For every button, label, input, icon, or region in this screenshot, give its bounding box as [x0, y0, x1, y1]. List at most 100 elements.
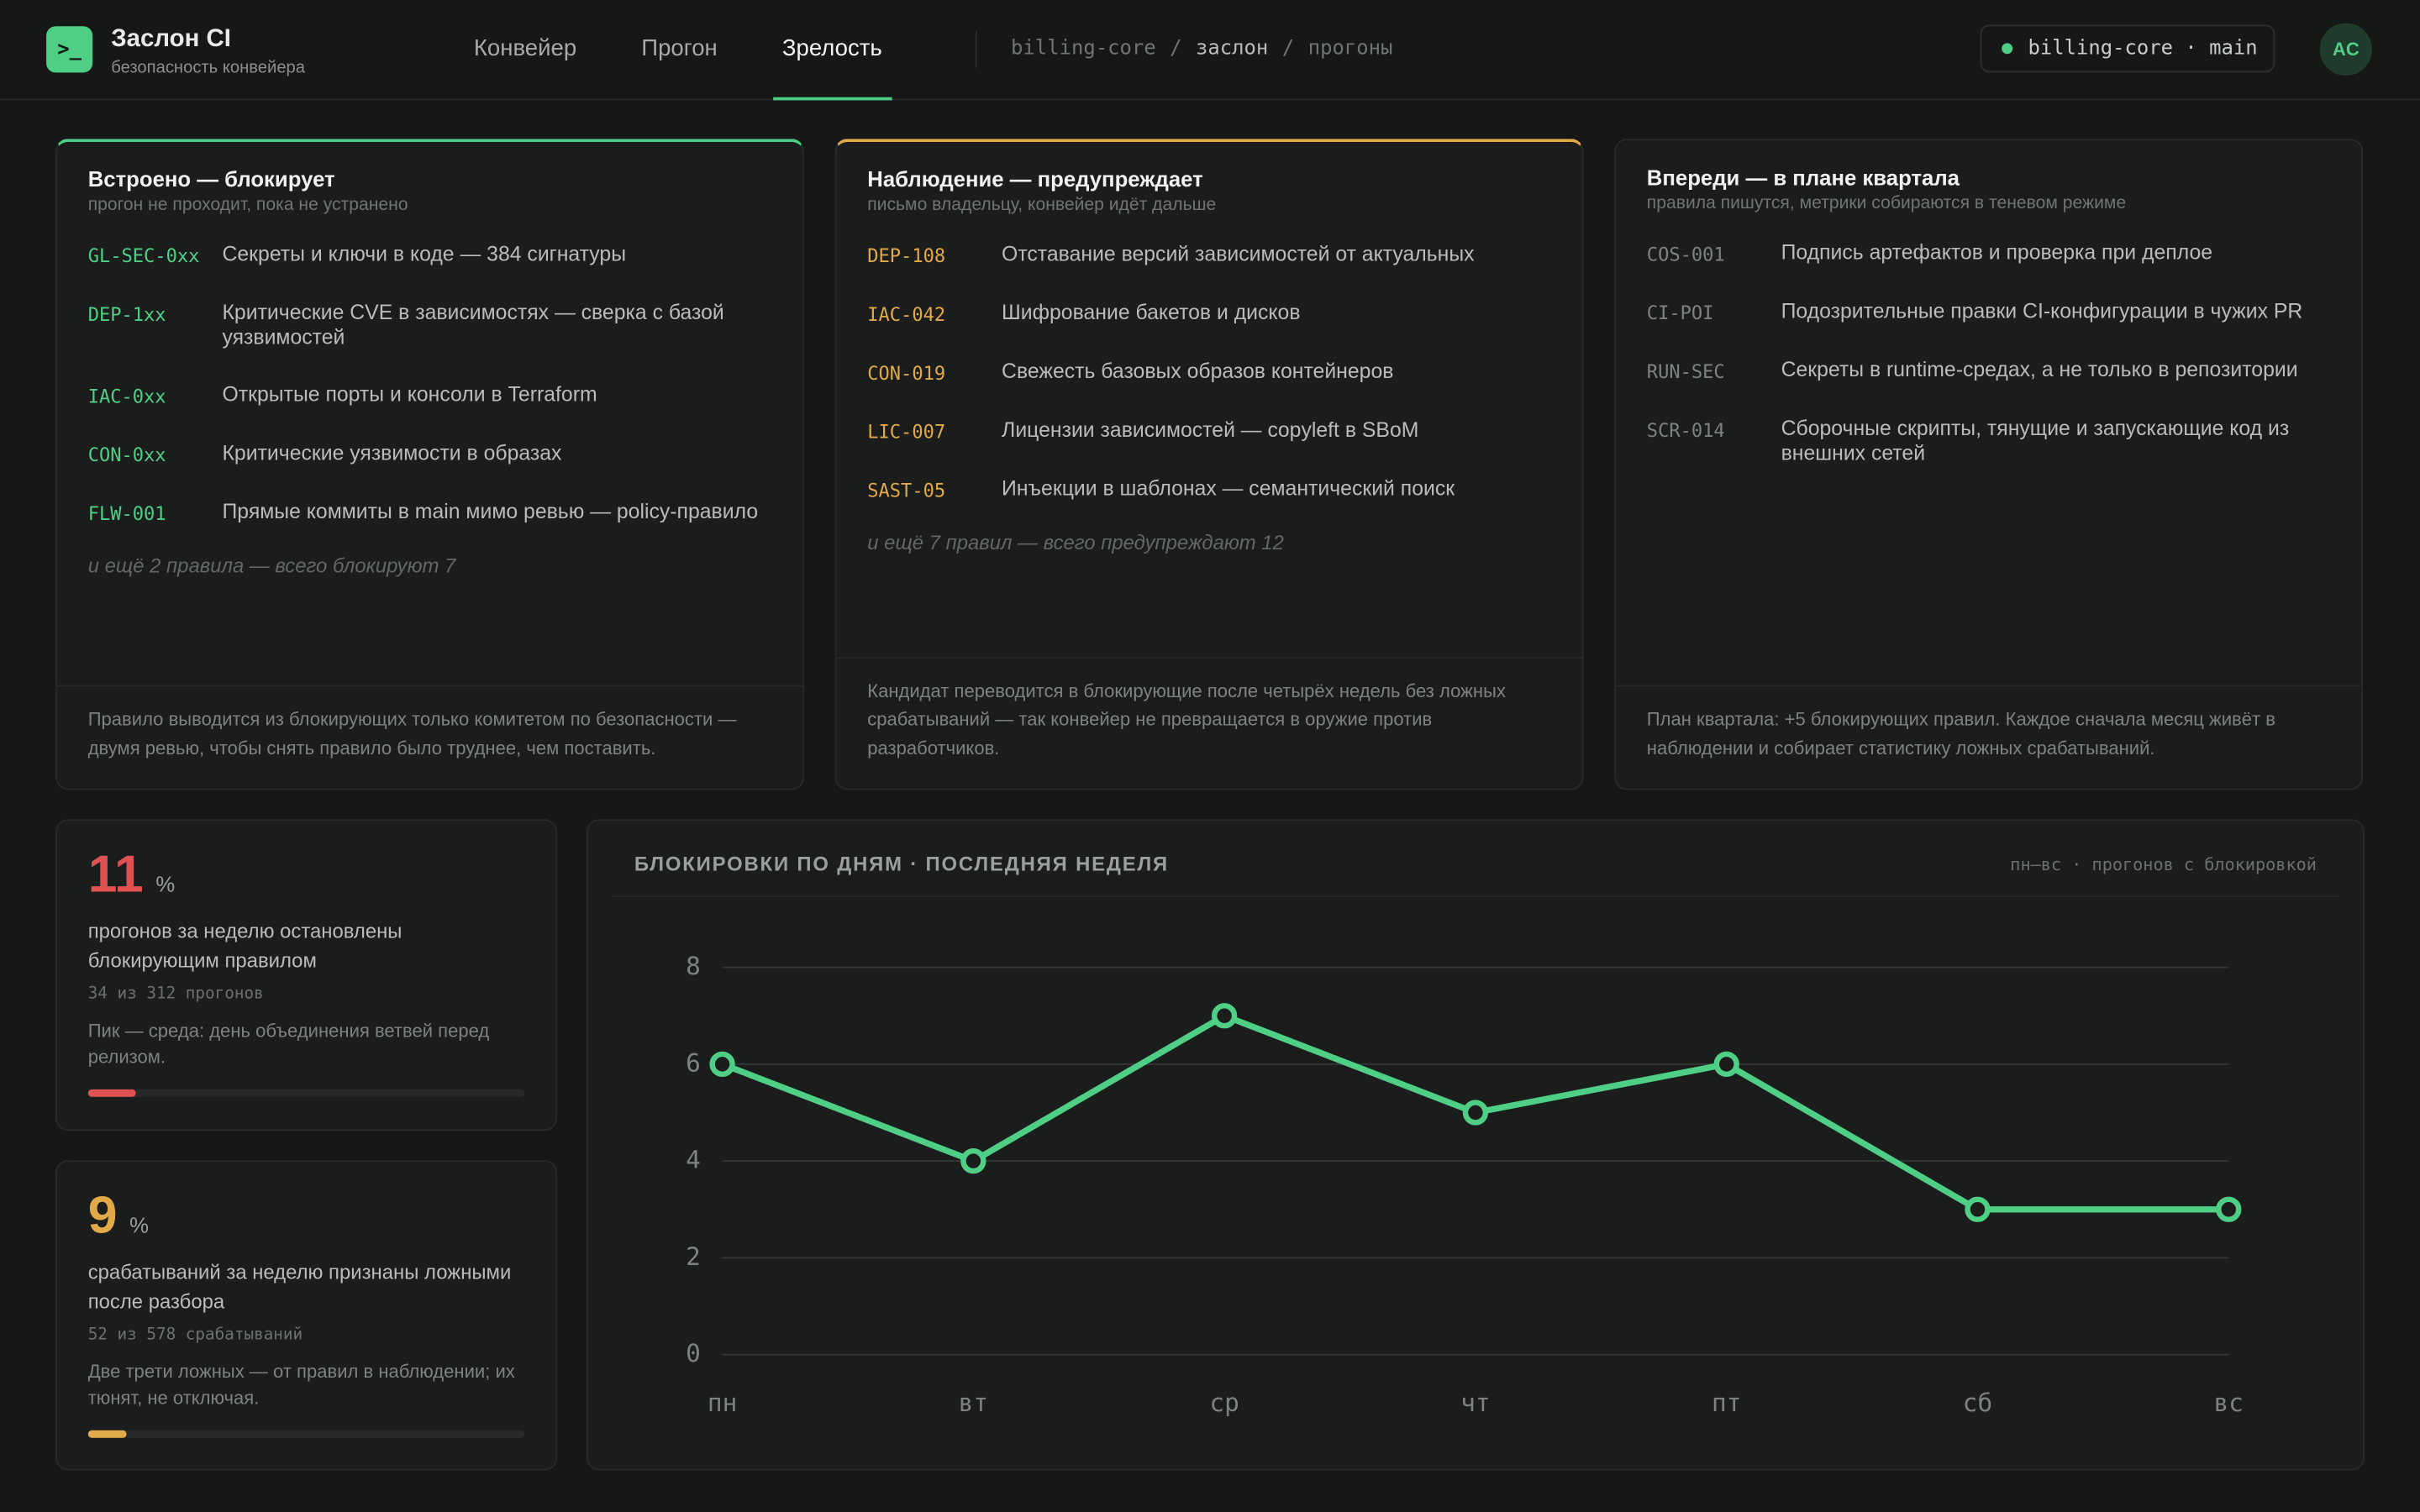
- rule-list: GL-SEC-0xx Секреты и ключи в коде — 384 с…: [88, 242, 772, 559]
- y-tick-label: 8: [686, 952, 701, 980]
- rule-row: CON-019 Свежесть базовых образов контейне…: [867, 360, 1551, 386]
- nav-tab[interactable]: Прогон: [641, 35, 718, 62]
- point: [2216, 1196, 2242, 1222]
- rule-row: GL-SEC-0xx Секреты и ключи в коде — 384 с…: [88, 242, 772, 268]
- rule-list: COS-001 Подпись артефактов и проверка при…: [1647, 241, 2331, 499]
- rule-row: COS-001 Подпись артефактов и проверка при…: [1647, 241, 2331, 267]
- rule-code: COS-001: [1646, 244, 1725, 265]
- stat-card: 9% срабатываний за неделю признаны ложным…: [55, 1160, 558, 1471]
- stat-detail: 34 из 312 прогонов: [87, 984, 264, 1003]
- rule-code: DEP-108: [867, 245, 946, 267]
- progress-track: [87, 1089, 525, 1097]
- card-title: Наблюдение — предупреждает: [867, 166, 1203, 192]
- point: [709, 1051, 735, 1078]
- stat-label: срабатываний за неделю признаны ложными …: [87, 1260, 512, 1314]
- card-subtitle: письмо владельцу, конвейер идёт дальше: [867, 196, 1217, 215]
- chart-panel: БЛОКИРОВКИ ПО ДНЯМ · ПОСЛЕДНЯЯ НЕДЕЛЯ пн–…: [586, 819, 2365, 1471]
- card-footer: Правило выводится из блокирующих только …: [56, 685, 803, 789]
- divider: [975, 30, 977, 68]
- rule-code: GL-SEC-0xx: [87, 245, 200, 267]
- rule-row: LIC-007 Лицензии зависимостей — copyleft …: [867, 418, 1551, 444]
- card-title: Встроено — блокирует: [87, 166, 335, 192]
- x-tick-label: ср: [1209, 1389, 1239, 1417]
- x-tick-label: пн: [708, 1389, 737, 1417]
- stat-detail: 52 из 578 срабатываний: [87, 1325, 303, 1344]
- rule-text: Отставание версий зависимостей от актуал…: [1002, 242, 1475, 265]
- avatar[interactable]: AC: [2319, 23, 2373, 76]
- breadcrumb-item[interactable]: прогоны: [1307, 37, 1393, 60]
- point: [1965, 1196, 1991, 1222]
- stat-value: 9: [87, 1186, 118, 1246]
- breadcrumb-item[interactable]: billing-core: [1011, 37, 1156, 60]
- rule-row: FLW-001 Прямые коммиты в main мимо ревью …: [88, 500, 772, 526]
- rule-text: Шифрование бакетов и дисков: [1002, 301, 1301, 324]
- rule-text: Подозрительные правки CI-конфигурации в …: [1781, 299, 2303, 323]
- card-footer: Кандидат переводится в блокирующие после…: [836, 656, 1582, 789]
- nav: Конвейер Прогон Зрелость: [474, 0, 947, 101]
- point: [1462, 1100, 1489, 1126]
- x-tick-label: пт: [1712, 1389, 1741, 1417]
- rule-text: Секреты в runtime-средах, а не только в …: [1781, 358, 2298, 381]
- rule-code: FLW-001: [87, 502, 166, 525]
- rule-card: Встроено — блокирует прогон не проходит, …: [55, 139, 804, 790]
- stat-unit: %: [129, 1212, 150, 1238]
- stat-card: 11% прогонов за неделю остановлены блокир…: [55, 819, 558, 1131]
- y-tick-label: 6: [686, 1048, 701, 1077]
- y-tick-label: 0: [686, 1339, 701, 1368]
- rule-row: DEP-108 Отставание версий зависимостей от…: [867, 242, 1551, 268]
- card-subtitle: прогон не проходит, пока не устранено: [87, 196, 408, 215]
- y-tick-label: 2: [686, 1242, 701, 1271]
- branch-selector[interactable]: billing-core · main: [1980, 24, 2275, 73]
- chart-note: пн–вс · прогонов с блокировкой: [2010, 854, 2317, 874]
- rule-code: SAST-05: [867, 480, 946, 501]
- rule-row: CON-0xx Критические уязвимости в образах: [88, 441, 772, 467]
- stat-label: прогонов за неделю остановлены блокирующ…: [87, 919, 402, 973]
- stat-unit: %: [155, 871, 176, 897]
- rule-text: Прямые коммиты в main мимо ревью — polic…: [222, 500, 759, 523]
- header: >_ Заслон CI безопасность конвейера Конв…: [0, 0, 2420, 101]
- point: [1713, 1051, 1739, 1078]
- logo[interactable]: >_: [46, 26, 93, 73]
- rule-list: DEP-108 Отставание версий зависимостей от…: [867, 242, 1551, 535]
- nav-tab[interactable]: Конвейер: [473, 35, 577, 62]
- rule-code: LIC-007: [867, 421, 946, 444]
- point: [960, 1147, 986, 1174]
- rule-text: Секреты и ключи в коде — 384 сигнатуры: [222, 242, 627, 265]
- rule-text: Подпись артефактов и проверка при деплое: [1781, 240, 2213, 265]
- more-rules: и ещё 7 правил — всего предупреждают 12: [867, 530, 1284, 554]
- rule-card: Впереди — в плане квартала правила пишутс…: [1614, 139, 2364, 790]
- stat-value-row: 9%: [88, 1186, 525, 1245]
- progress-fill: [87, 1089, 136, 1097]
- rule-code: SCR-014: [1646, 419, 1725, 442]
- app-subtitle: безопасность конвейера: [111, 58, 306, 77]
- breadcrumb: billing-core / заслон / прогоны: [1011, 37, 1392, 60]
- rule-code: CON-019: [867, 362, 946, 385]
- progress-fill: [87, 1430, 128, 1438]
- stat-note: Пик — среда: день объединения ветвей пер…: [87, 1020, 490, 1068]
- breadcrumb-separator: /: [1281, 37, 1295, 60]
- stat-value-row: 11%: [88, 846, 525, 905]
- x-tick-label: вс: [2214, 1389, 2244, 1417]
- rule-row: CI-POI Подозрительные правки CI-конфигура…: [1647, 299, 2331, 325]
- point: [1211, 1003, 1238, 1029]
- rule-card: Наблюдение — предупреждает письмо владель…: [834, 139, 1584, 790]
- rule-code: CI-POI: [1646, 302, 1714, 324]
- rule-row: SCR-014 Сборочные скрипты, тянущие и запу…: [1647, 417, 2331, 466]
- branch: billing-core · main: [2028, 37, 2258, 60]
- rule-text: Открытые порты и консоли в Terraform: [222, 382, 597, 407]
- breadcrumb-separator: /: [1170, 37, 1182, 60]
- rule-code: CON-0xx: [87, 444, 166, 466]
- x-tick-label: чт: [1460, 1389, 1490, 1417]
- rule-text: Критические CVE в зависимостях — сверка …: [222, 301, 724, 349]
- breadcrumb-item[interactable]: заслон: [1196, 37, 1269, 60]
- rule-text: Сборочные скрипты, тянущие и запускающие…: [1781, 416, 2290, 465]
- more-rules: и ещё 2 правила — всего блокируют 7: [87, 554, 456, 577]
- rule-text: Инъекции в шаблонах — семантический поис…: [1002, 476, 1455, 501]
- rule-row: IAC-042 Шифрование бакетов и дисков: [867, 301, 1551, 327]
- rule-code: IAC-042: [867, 303, 946, 326]
- nav-tab[interactable]: Зрелость: [772, 0, 892, 101]
- y-tick-label: 4: [686, 1146, 701, 1174]
- x-tick-label: вт: [959, 1389, 988, 1417]
